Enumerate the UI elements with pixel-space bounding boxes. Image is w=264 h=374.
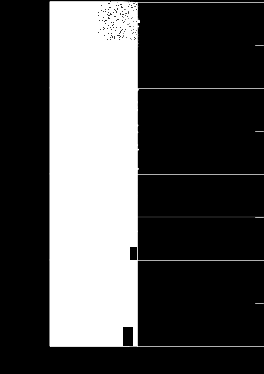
Bar xyxy=(130,247,139,260)
Bar xyxy=(50,2,137,88)
Text: Phase control: Phase control xyxy=(75,353,112,358)
Bar xyxy=(137,174,264,260)
Polygon shape xyxy=(50,88,139,174)
Text: EBY-C₁T₁C₂: EBY-C₁T₁C₂ xyxy=(43,290,47,316)
Text: EBY-C₁T₁: EBY-C₁T₁ xyxy=(43,121,47,141)
Bar xyxy=(50,174,137,260)
Bar xyxy=(137,88,264,174)
Bar xyxy=(137,2,264,88)
Text: EBY-C₁T₁C₂: EBY-C₁T₁C₂ xyxy=(43,204,47,230)
Text: EBY (positive control): EBY (positive control) xyxy=(43,19,47,71)
Polygon shape xyxy=(50,174,137,260)
Bar xyxy=(50,88,137,174)
Bar xyxy=(50,260,137,346)
Bar xyxy=(137,260,264,346)
Polygon shape xyxy=(50,2,140,88)
Bar xyxy=(122,327,133,346)
Polygon shape xyxy=(50,260,131,346)
Text: Fluorescence graph: Fluorescence graph xyxy=(173,353,228,358)
